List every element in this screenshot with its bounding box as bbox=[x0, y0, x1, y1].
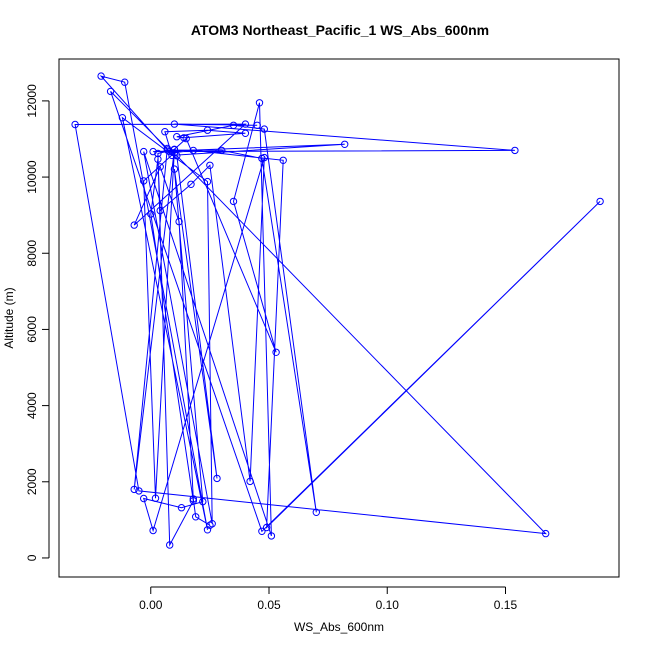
data-point bbox=[213, 474, 221, 483]
data-point bbox=[166, 541, 174, 549]
data-point bbox=[118, 114, 127, 122]
series-polyline bbox=[74, 75, 601, 547]
chart-title: ATOM3 Northeast_Pacific_1 WS_Abs_600nm bbox=[191, 22, 489, 38]
data-point bbox=[260, 125, 268, 133]
data-point bbox=[312, 508, 320, 516]
data-point bbox=[135, 487, 143, 495]
y-tick-label: 8000 bbox=[25, 240, 39, 267]
data-point bbox=[175, 217, 183, 226]
data-point bbox=[192, 513, 200, 521]
plot-frame bbox=[58, 58, 620, 578]
data-point bbox=[189, 146, 198, 155]
data-point bbox=[206, 161, 214, 170]
data-point bbox=[203, 526, 212, 534]
data-point bbox=[258, 527, 266, 535]
data-point bbox=[241, 129, 250, 138]
data-point bbox=[542, 529, 550, 538]
data-point bbox=[511, 146, 519, 155]
x-tick-label: 0.10 bbox=[376, 598, 400, 612]
data-point bbox=[260, 153, 268, 162]
data-point bbox=[218, 146, 226, 155]
data-point bbox=[279, 156, 287, 165]
data-point bbox=[149, 526, 157, 535]
data-point bbox=[156, 206, 164, 215]
data-point bbox=[241, 120, 250, 128]
x-tick-label: 0.15 bbox=[494, 598, 518, 612]
y-axis-label: Altitude (m) bbox=[2, 287, 16, 348]
data-point bbox=[106, 87, 115, 96]
series-line bbox=[74, 75, 601, 547]
data-point bbox=[130, 221, 138, 229]
data-point bbox=[154, 149, 162, 158]
y-tick-label: 12000 bbox=[25, 84, 39, 118]
series-points bbox=[71, 72, 604, 549]
data-point bbox=[173, 133, 181, 141]
data-point bbox=[229, 197, 238, 206]
data-point bbox=[173, 152, 181, 160]
data-point bbox=[182, 134, 190, 143]
data-point bbox=[203, 126, 212, 134]
data-point bbox=[170, 165, 179, 173]
y-tick-label: 4000 bbox=[25, 392, 39, 419]
data-point bbox=[170, 120, 179, 128]
data-point bbox=[596, 197, 604, 206]
data-point bbox=[97, 72, 105, 80]
data-point bbox=[156, 163, 164, 171]
data-point bbox=[130, 485, 138, 494]
data-point bbox=[272, 348, 280, 356]
data-point bbox=[149, 147, 157, 156]
data-point bbox=[161, 128, 169, 136]
x-axis-label: WS_Abs_600nm bbox=[294, 620, 384, 634]
data-point bbox=[341, 140, 349, 149]
data-point bbox=[229, 121, 238, 130]
data-point bbox=[71, 120, 79, 129]
data-point bbox=[189, 495, 198, 503]
data-point bbox=[262, 523, 271, 532]
data-point bbox=[140, 177, 148, 185]
x-tick-label: 0.05 bbox=[257, 598, 281, 612]
y-tick-label: 0 bbox=[25, 554, 39, 561]
data-point bbox=[267, 532, 276, 540]
y-axis: 0 2000 4000 6000 8000 10000 12000 bbox=[25, 84, 50, 561]
y-tick-label: 6000 bbox=[25, 316, 39, 343]
x-tick-label: 0.00 bbox=[139, 598, 163, 612]
data-point bbox=[255, 99, 264, 107]
x-axis: 0.00 0.05 0.10 0.15 bbox=[139, 586, 518, 612]
data-point bbox=[203, 177, 212, 186]
y-tick-label: 10000 bbox=[25, 160, 39, 194]
data-point bbox=[154, 155, 162, 163]
data-point bbox=[163, 144, 172, 153]
y-tick-label: 2000 bbox=[25, 468, 39, 495]
data-point bbox=[253, 121, 261, 130]
data-point bbox=[189, 497, 198, 505]
data-point bbox=[246, 477, 254, 486]
data-point bbox=[140, 494, 148, 503]
data-point bbox=[199, 497, 207, 506]
data-point bbox=[147, 210, 155, 218]
data-point bbox=[121, 78, 129, 86]
data-point bbox=[187, 180, 195, 189]
data-point bbox=[177, 504, 186, 512]
data-point bbox=[151, 494, 160, 502]
data-point bbox=[206, 521, 214, 529]
data-point bbox=[140, 147, 148, 156]
